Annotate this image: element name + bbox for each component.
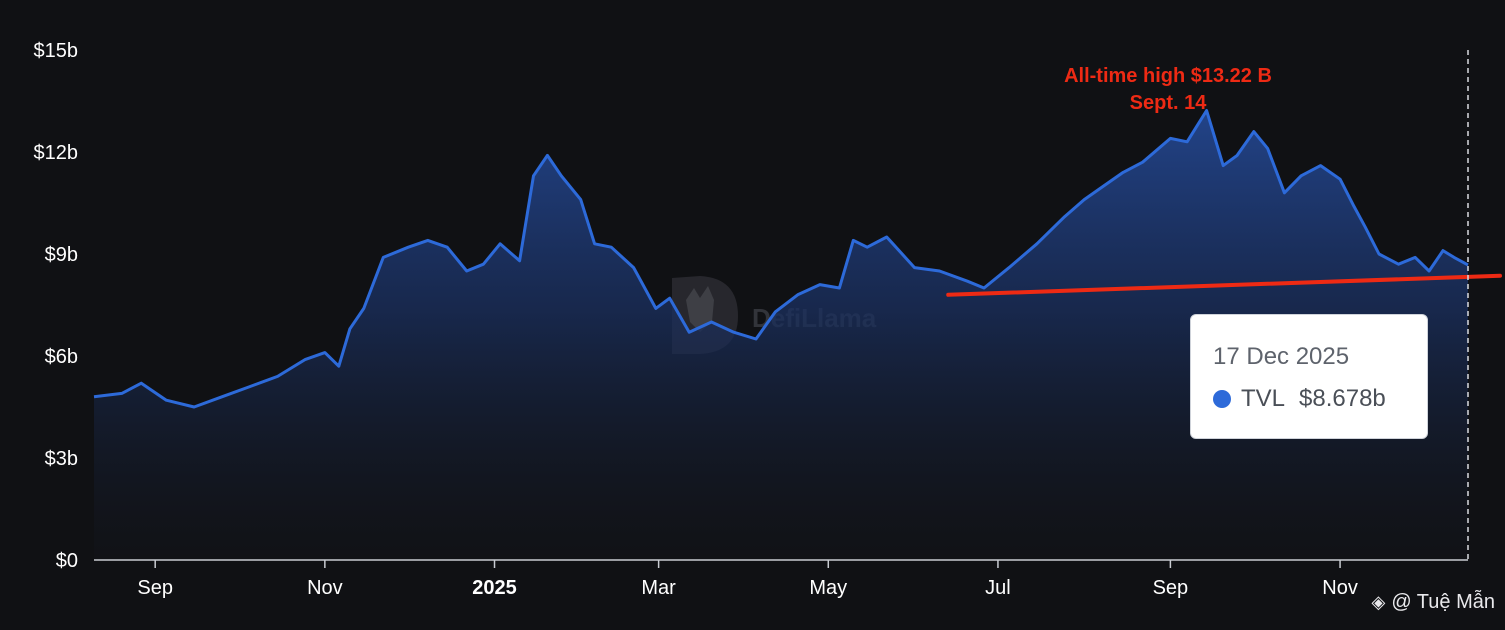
tvl-series-line [93, 109, 1469, 409]
y-tick-label: $0 [56, 550, 78, 572]
x-tick-label: Nov [1322, 577, 1358, 599]
ath-annotation-line2: Sept. 14 [1130, 92, 1208, 114]
x-tick-label: Nov [307, 577, 343, 599]
series-color-dot [1213, 390, 1231, 408]
tvl-area-fill [94, 110, 1468, 560]
x-tick-label: Mar [641, 577, 676, 599]
tooltip-series-name: TVL [1241, 385, 1286, 412]
binance-diamond-icon: ◈ [1371, 592, 1386, 612]
ath-annotation: All-time high $13.22 B Sept. 14 [1064, 65, 1272, 114]
x-tick-label: Jul [985, 577, 1011, 599]
x-tick-label: Sep [1153, 577, 1189, 599]
y-tick-label: $15b [34, 40, 79, 62]
y-tick-label: $9b [45, 244, 78, 266]
tooltip-row: TVL $8.678b [1213, 385, 1427, 413]
tooltip-value: $8.678b [1299, 385, 1386, 412]
tooltip-date: 17 Dec 2025 [1213, 343, 1350, 370]
x-axis-ticks: Sep Nov 2025 Mar May Jul Sep Nov [137, 560, 1358, 599]
support-trend-line [946, 273, 1502, 297]
credit-text: @ Tuệ Mẫn [1391, 591, 1495, 613]
y-tick-label: $6b [45, 346, 78, 368]
y-tick-label: $3b [45, 448, 78, 470]
y-tick-label: $12b [34, 142, 79, 164]
x-tick-label: May [809, 577, 847, 599]
ath-annotation-line1: All-time high $13.22 B [1064, 65, 1272, 87]
chart-tooltip: 17 Dec 2025 TVL $8.678b [1190, 314, 1428, 439]
x-tick-label: Sep [137, 577, 173, 599]
x-tick-label: 2025 [472, 577, 517, 599]
author-credit: ◈ @ Tuệ Mẫn [1371, 591, 1495, 614]
y-axis-ticks: $0 $3b $6b $9b $12b $15b [34, 40, 79, 572]
